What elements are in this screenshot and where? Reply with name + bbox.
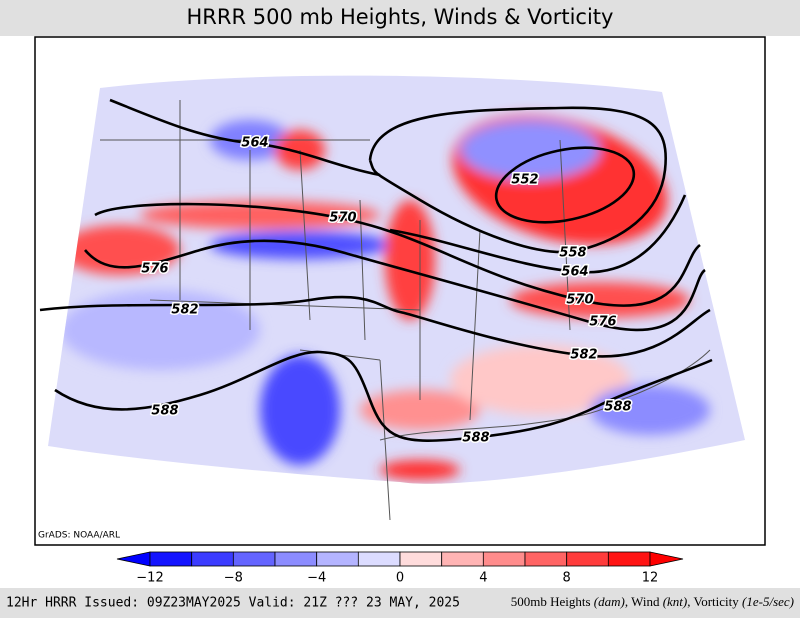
colorbar-tick-label: −8	[224, 571, 243, 586]
colorbar-tick-label: 8	[563, 571, 571, 586]
title: HRRR 500 mb Heights, Winds & Vorticity	[187, 5, 614, 29]
contour-label: 588	[462, 431, 489, 446]
contour-label: 564	[241, 136, 268, 151]
contour-labels: 564 570 576 582 588 552 558 564 570 576 582 588 588	[140, 134, 633, 447]
contour-label: 588	[151, 404, 178, 419]
contour-label: 582	[171, 303, 198, 318]
contour-label: 576	[589, 315, 616, 330]
colorbar-tick-label: 4	[479, 571, 487, 586]
colorbar-tick-label: −12	[136, 571, 163, 586]
contour-label: 582	[570, 348, 597, 363]
height-contours	[39, 98, 713, 442]
footer-right-part: (dam)	[594, 594, 625, 609]
colorbar	[116, 551, 684, 567]
contour-label: 564	[561, 265, 588, 280]
contour-label: 558	[559, 246, 586, 261]
footer-left: 12Hr HRRR Issued: 09Z23MAY2025 Valid: 21…	[6, 596, 460, 611]
contour-label: 576	[141, 262, 168, 277]
contour-label: 588	[604, 400, 631, 415]
colorbar-ticks: −12 −8 −4 0 4 8 12	[136, 571, 658, 586]
footer-right-part: (1e-5/sec)	[742, 594, 794, 609]
footer-right-part: , Wind	[625, 594, 663, 609]
footer-bar	[0, 588, 800, 618]
colorbar-tick-label: −4	[307, 571, 326, 586]
vorticity-field	[48, 75, 745, 484]
title-bar	[0, 0, 800, 36]
footer-right-part: , Vorticity	[687, 594, 742, 609]
credit: GrADS: NOAA/ARL	[38, 531, 120, 541]
colorbar-tick-label: 0	[396, 571, 404, 586]
footer-right-part: 500mb Heights	[511, 594, 594, 609]
footer-right-part: (knt)	[663, 594, 688, 609]
contour-label: 570	[329, 211, 356, 226]
contour-label: 552	[511, 173, 538, 188]
contour-label: 570	[566, 293, 593, 308]
footer-right: 500mb Heights (dam), Wind (knt), Vortici…	[511, 594, 794, 609]
colorbar-tick-label: 12	[642, 571, 659, 586]
